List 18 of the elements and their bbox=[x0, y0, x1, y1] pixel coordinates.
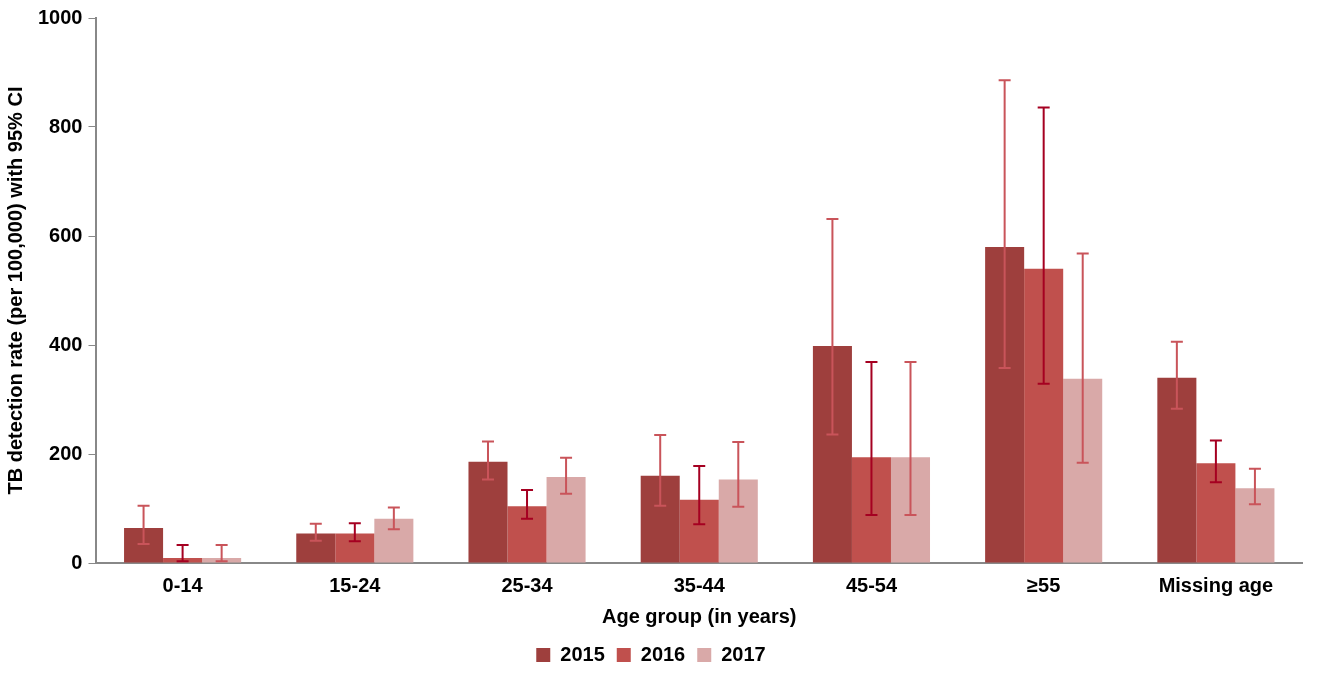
x-tick-label: 15-24 bbox=[329, 573, 382, 596]
legend-label: 2017 bbox=[721, 642, 766, 665]
x-axis-title: Age group (in years) bbox=[602, 604, 797, 627]
x-tick-label: 0-14 bbox=[162, 573, 204, 596]
y-tick-label: 400 bbox=[49, 332, 83, 355]
x-tick-label: ≥55 bbox=[1027, 573, 1061, 596]
y-tick-label: 600 bbox=[49, 223, 83, 246]
y-tick-label: 200 bbox=[49, 441, 83, 464]
y-tick-label: 800 bbox=[49, 114, 83, 137]
legend-label: 2016 bbox=[640, 642, 686, 665]
y-axis-title: TB detection rate (per 100,000) with 95% CI bbox=[3, 86, 26, 495]
y-tick-label: 1000 bbox=[37, 5, 83, 28]
legend-label: 2015 bbox=[560, 642, 605, 665]
x-tick-label: 35-44 bbox=[673, 573, 726, 596]
x-tick-label: 45-54 bbox=[845, 573, 898, 596]
y-tick-label: 0 bbox=[71, 550, 83, 573]
x-tick-label: 25-34 bbox=[501, 573, 554, 596]
x-tick-label: Missing age bbox=[1158, 573, 1274, 596]
